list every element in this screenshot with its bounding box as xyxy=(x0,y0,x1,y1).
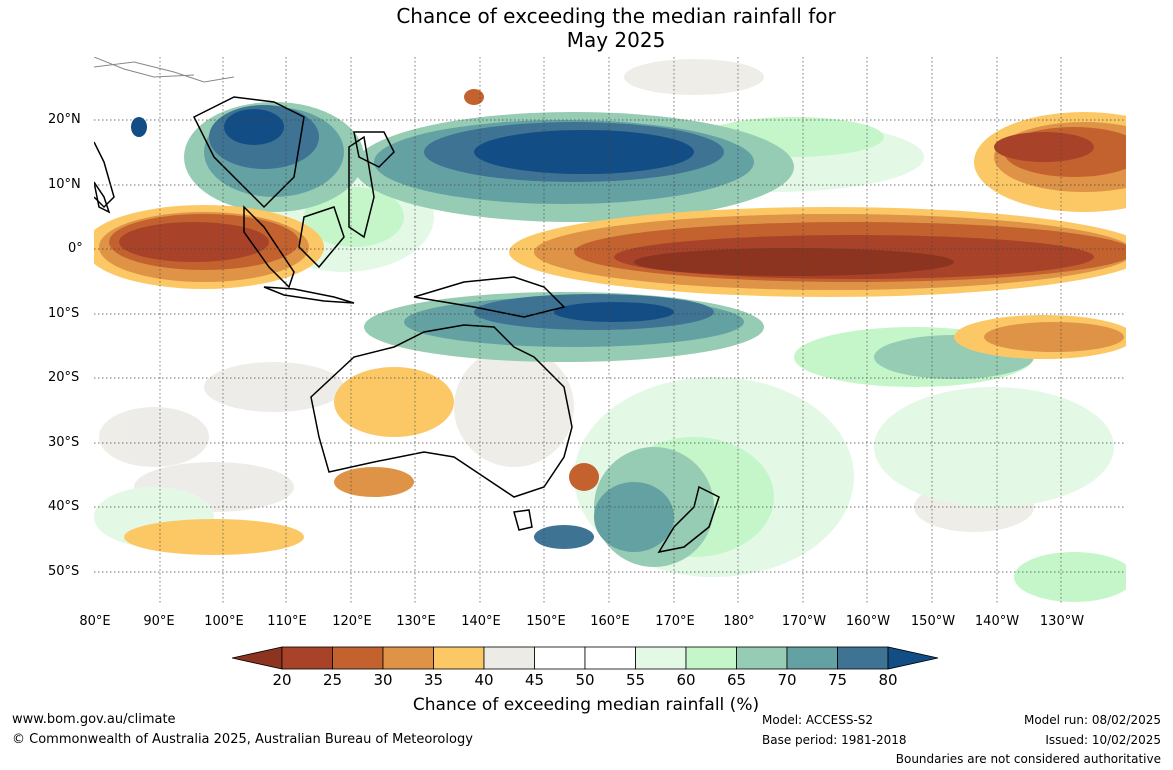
lon-label: 180° xyxy=(723,614,755,629)
lat-label: 20°S xyxy=(48,370,80,385)
colorbar xyxy=(231,645,942,675)
colorbar-extend-high xyxy=(887,646,939,670)
lon-label: 150°W xyxy=(910,614,956,629)
issued-date: Issued: 10/02/2025 xyxy=(1045,733,1161,747)
lat-label: 10°S xyxy=(48,306,80,321)
lat-label: 30°S xyxy=(48,435,80,450)
country-borders xyxy=(94,57,235,83)
above-median-high-regions xyxy=(131,105,724,549)
colorbar-tick-label: 25 xyxy=(322,671,343,689)
model-run: Model run: 08/02/2025 xyxy=(1023,713,1161,727)
title-line-2: May 2025 xyxy=(566,28,666,52)
colorbar-segment xyxy=(786,646,838,670)
colorbar-segment xyxy=(685,646,737,670)
colorbar-segment xyxy=(584,646,636,670)
copyright: © Commonwealth of Australia 2025, Austra… xyxy=(12,732,473,747)
source-url: www.bom.gov.au/climate xyxy=(12,712,176,727)
colorbar-tick-label: 20 xyxy=(272,671,292,689)
colorbar-tick-label: 30 xyxy=(373,671,393,689)
colorbar-tick-label: 65 xyxy=(726,671,747,689)
colorbar-segment xyxy=(736,646,788,670)
colorbar-tick-label: 50 xyxy=(575,671,595,689)
colorbar-extend-low xyxy=(231,646,283,670)
lon-label: 150°E xyxy=(526,614,566,629)
lon-label: 160°E xyxy=(590,614,630,629)
title-line-1: Chance of exceeding the median rainfall … xyxy=(396,4,836,28)
colorbar-tick-label: 35 xyxy=(423,671,444,689)
graticule xyxy=(94,57,1126,605)
colorbar-segment xyxy=(534,646,586,670)
colorbar-segment xyxy=(281,646,333,670)
lon-label: 90°E xyxy=(143,614,175,629)
lon-label: 170°E xyxy=(655,614,695,629)
colorbar-tick-label: 70 xyxy=(777,671,797,689)
colorbar-tick-label: 75 xyxy=(827,671,848,689)
lon-label: 140°E xyxy=(461,614,501,629)
colorbar-segment xyxy=(483,646,535,670)
colorbar-tick-label: 45 xyxy=(524,671,545,689)
coastlines xyxy=(94,96,720,554)
lat-label: 50°S xyxy=(48,564,80,579)
lat-label: 0° xyxy=(68,241,83,256)
map-title: Chance of exceeding the median rainfall … xyxy=(0,4,1173,52)
disclaimer: Boundaries are not considered authoritat… xyxy=(895,752,1161,766)
lat-label: 40°S xyxy=(48,499,80,514)
lon-label: 100°E xyxy=(204,614,244,629)
colorbar-tick-label: 60 xyxy=(676,671,696,689)
lon-label: 170°W xyxy=(781,614,827,629)
lon-label: 140°W xyxy=(974,614,1020,629)
colorbar-segment xyxy=(433,646,485,670)
lon-label: 110°E xyxy=(267,614,307,629)
colorbar-title: Chance of exceeding median rainfall (%) xyxy=(412,695,760,715)
colorbar-tick-label: 40 xyxy=(474,671,494,689)
colorbar-segment xyxy=(635,646,687,670)
base-period: Base period: 1981-2018 xyxy=(762,733,907,747)
lon-label: 160°W xyxy=(845,614,891,629)
colorbar-tick-label: 80 xyxy=(878,671,898,689)
lat-label: 20°N xyxy=(48,112,81,127)
lat-label: 10°N xyxy=(48,177,81,192)
colorbar-segment xyxy=(382,646,434,670)
rainfall-map xyxy=(94,57,1126,605)
colorbar-segment xyxy=(332,646,384,670)
lon-label: 120°E xyxy=(332,614,372,629)
lon-label: 130°E xyxy=(396,614,436,629)
colorbar-segment xyxy=(837,646,889,670)
colorbar-tick-label: 55 xyxy=(625,671,646,689)
lon-label: 80°E xyxy=(79,614,111,629)
model-name: Model: ACCESS-S2 xyxy=(762,713,874,727)
below-median-regions xyxy=(94,89,1126,555)
lon-label: 130°W xyxy=(1039,614,1085,629)
